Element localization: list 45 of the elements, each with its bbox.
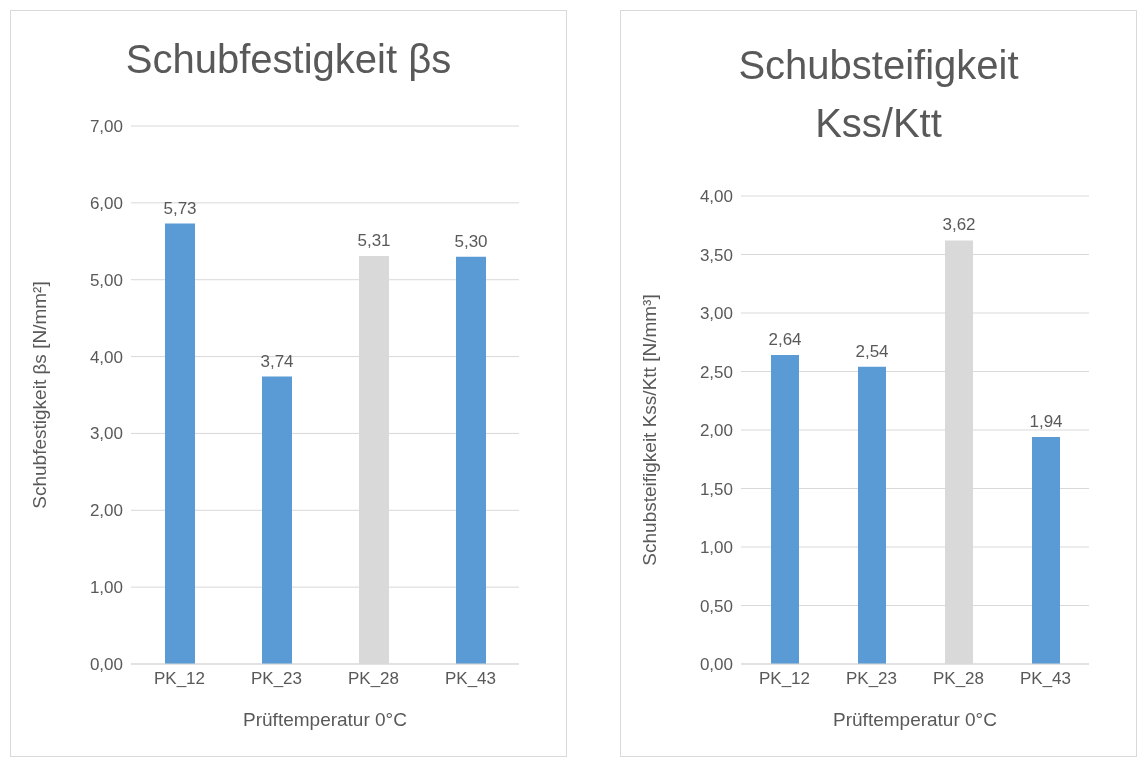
y-tick-label: 0,00	[89, 655, 123, 675]
bar	[456, 256, 486, 664]
y-tick-label: 1,00	[699, 538, 733, 558]
bar	[858, 366, 886, 664]
y-axis-title: Schubfestigkeit βs [N/mm²]	[28, 281, 50, 509]
y-tick-label: 4,00	[699, 187, 733, 207]
data-label: 5,30	[454, 231, 488, 251]
data-label: 2,64	[768, 330, 802, 350]
x-tick-label: PK_28	[932, 669, 985, 689]
y-tick-label: 2,00	[89, 501, 123, 521]
y-tick-label: 2,50	[699, 362, 733, 382]
bar	[262, 376, 292, 664]
data-label: 5,31	[357, 230, 391, 250]
bar	[165, 223, 195, 664]
y-tick-label: 2,00	[699, 421, 733, 441]
x-tick-label: PK_12	[758, 669, 811, 689]
x-tick-label: PK_12	[153, 669, 206, 689]
bar	[1032, 437, 1060, 664]
y-tick-label: 1,50	[699, 479, 733, 499]
y-tick-label: 1,00	[89, 578, 123, 598]
x-tick-label: PK_23	[845, 669, 898, 689]
y-tick-label: 3,00	[699, 304, 733, 324]
y-tick-label: 3,50	[699, 245, 733, 265]
data-label: 3,74	[260, 351, 294, 371]
x-axis-title: Prüftemperatur 0°C	[243, 709, 407, 730]
x-tick-label: PK_28	[347, 669, 400, 689]
data-label: 5,73	[163, 198, 197, 218]
y-tick-label: 0,00	[699, 655, 733, 675]
y-tick-label: 0,50	[699, 596, 733, 616]
chart-title: Schubfestigkeit βs	[124, 35, 453, 83]
y-tick-label: 7,00	[89, 117, 123, 137]
y-tick-label: 3,00	[89, 424, 123, 444]
x-tick-label: PK_23	[250, 669, 303, 689]
y-tick-label: 5,00	[89, 270, 123, 290]
data-label: 3,62	[942, 215, 976, 235]
x-axis-title: Prüftemperatur 0°C	[833, 709, 997, 730]
bar	[771, 355, 799, 664]
y-tick-label: 6,00	[89, 193, 123, 213]
y-axis-title: Schubsteifigkeit Kss/Ktt [N/mm³]	[638, 294, 660, 566]
x-tick-label: PK_43	[444, 669, 497, 689]
chart-title: Schubsteifigkeit Kss/Ktt	[737, 41, 1020, 147]
data-label: 2,54	[855, 341, 889, 361]
data-label: 1,94	[1029, 412, 1063, 432]
y-tick-label: 4,00	[89, 347, 123, 367]
x-tick-label: PK_43	[1019, 669, 1072, 689]
